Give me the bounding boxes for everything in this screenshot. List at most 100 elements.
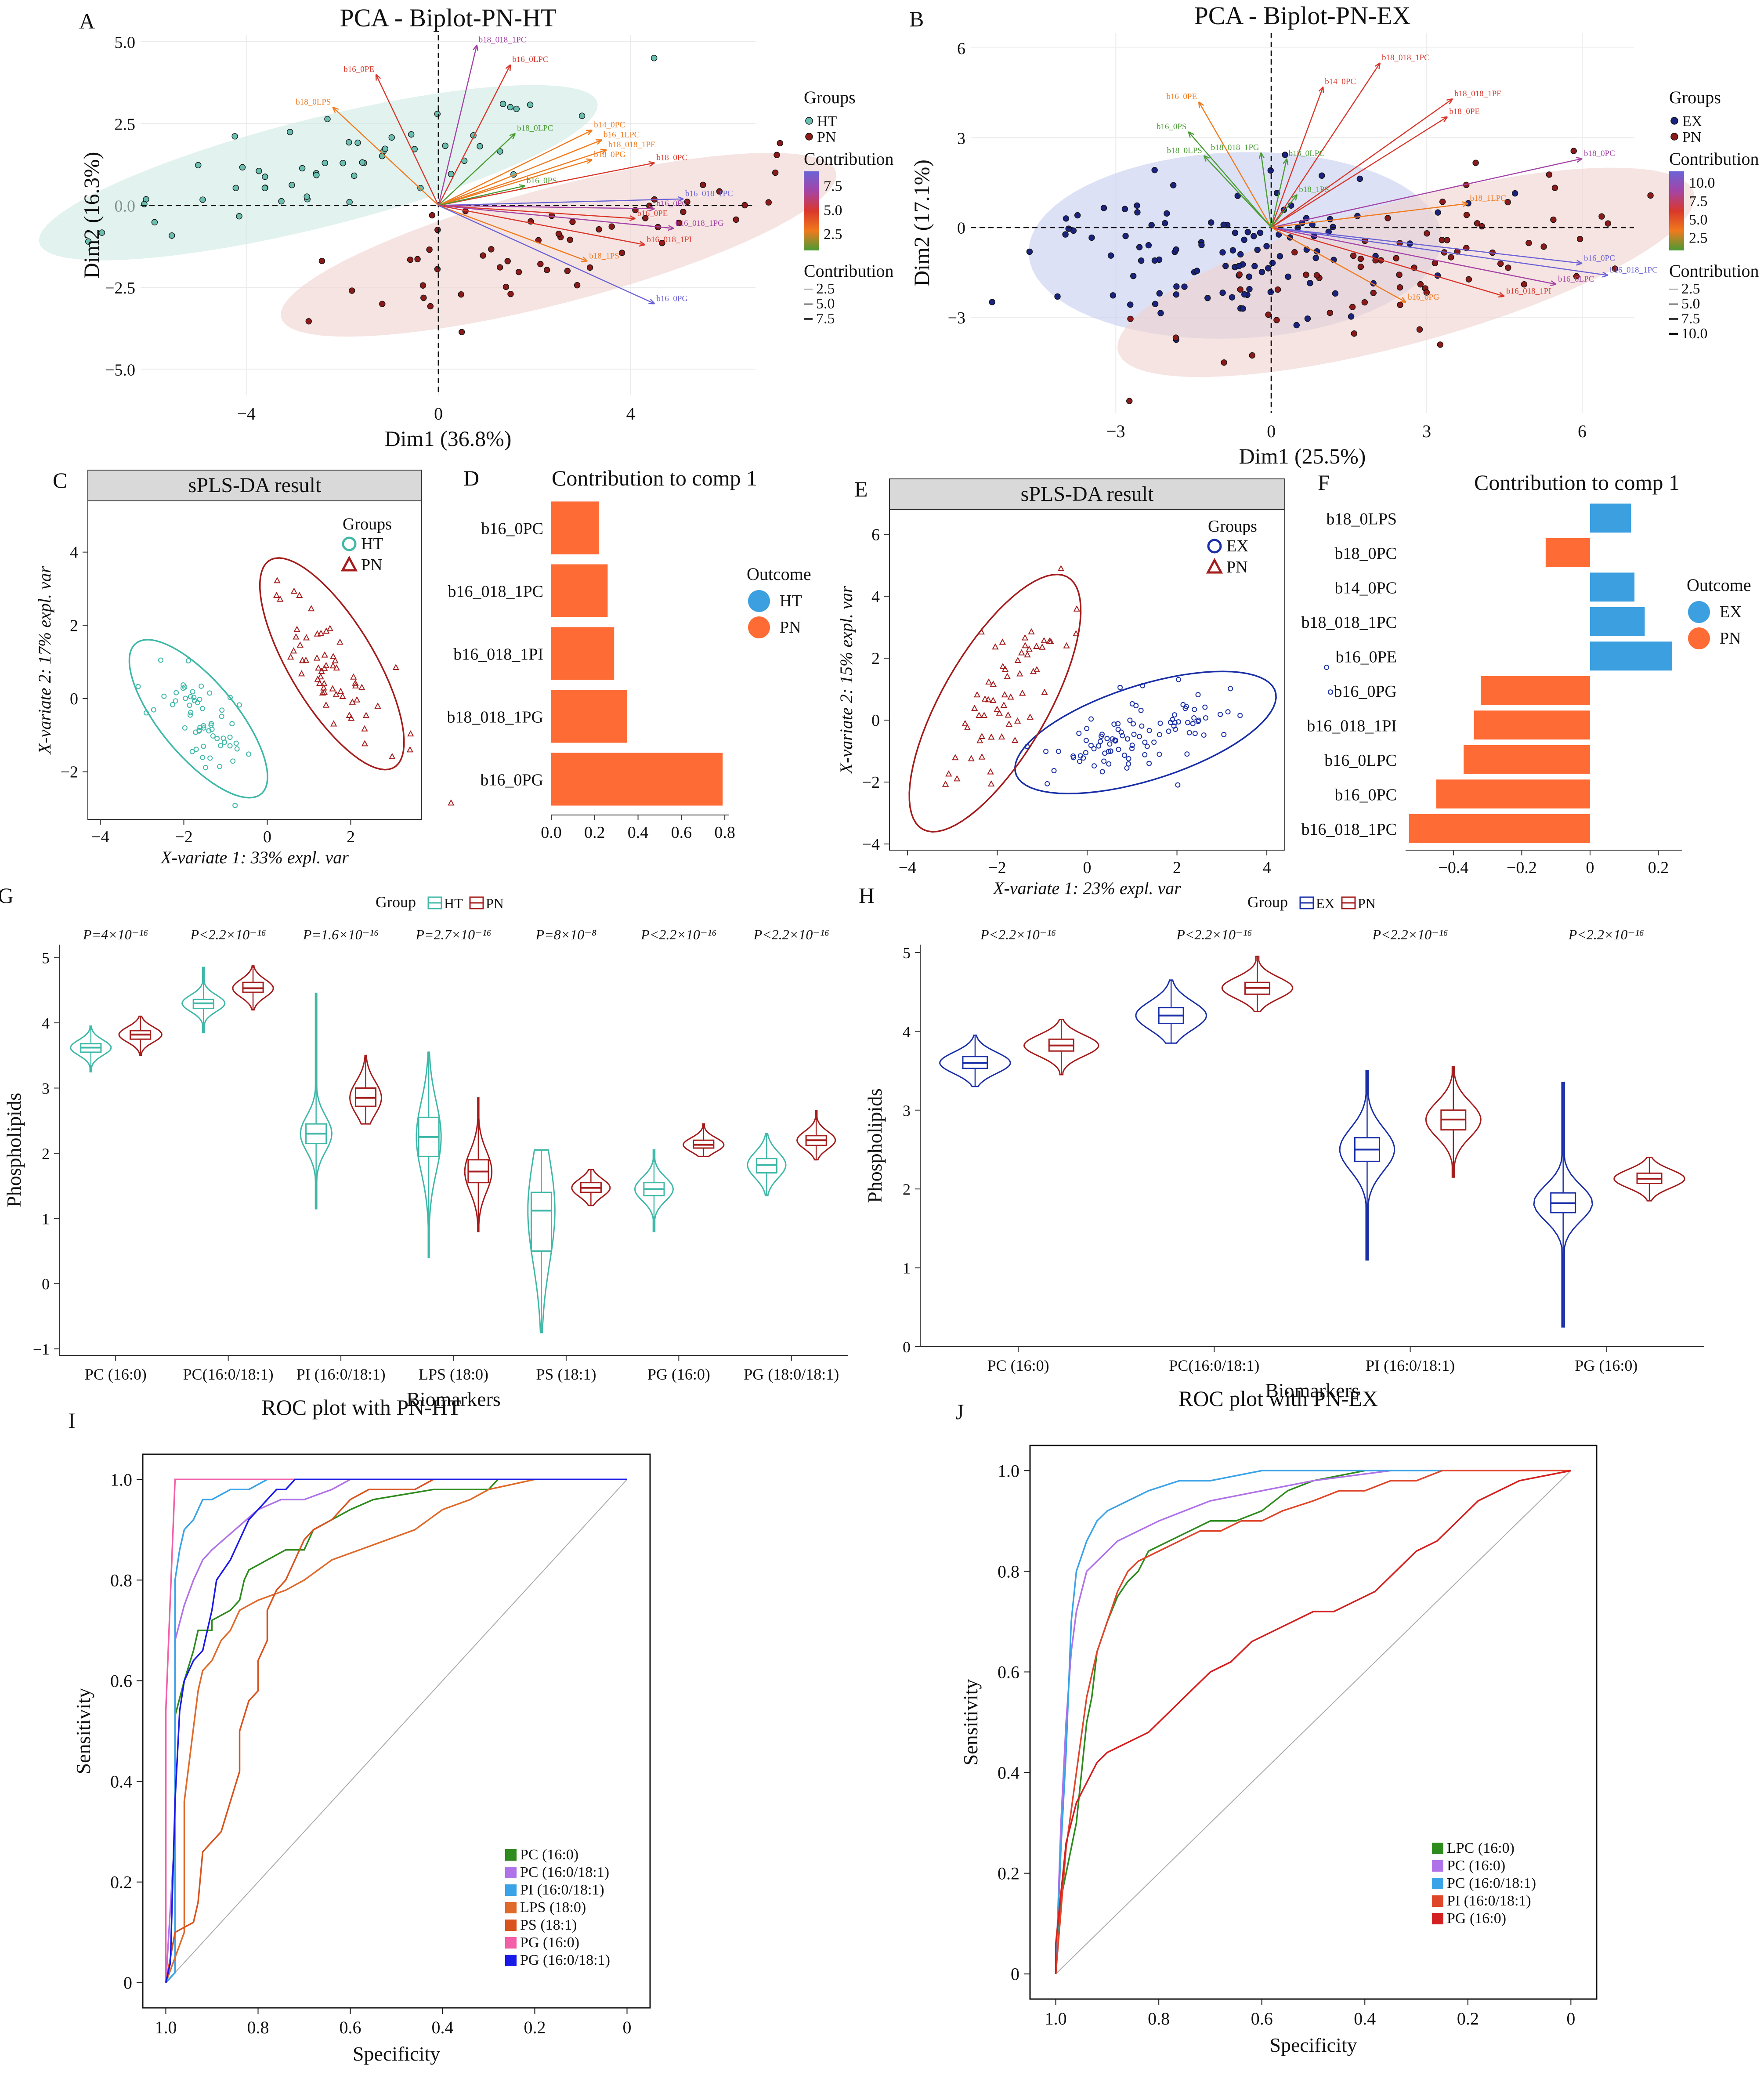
legend-label: HT (444, 895, 463, 911)
contribution-bar (1474, 710, 1590, 740)
legend-label: PS (18:1) (520, 1917, 577, 1933)
category-label: b16_0PC (1335, 786, 1397, 804)
legend-marker (340, 555, 358, 572)
data-point-ex (1146, 728, 1152, 733)
data-point-ex (1142, 752, 1148, 757)
data-point-pn (434, 227, 441, 233)
data-point-pn (329, 653, 337, 659)
roc-curve (1055, 1470, 1571, 1974)
category-label: b16_0PG (1334, 682, 1397, 701)
data-point-ex (1101, 758, 1107, 764)
data-point-pn (1546, 171, 1553, 178)
data-point-ht (98, 229, 105, 236)
panel-letter: D (463, 466, 479, 490)
x-tick-label: −4 (899, 858, 916, 877)
loading-arrow (1271, 98, 1453, 228)
p-value-label: P<2.2×10⁻¹⁶ (190, 927, 266, 942)
loading-arrowhead (1602, 272, 1609, 278)
data-point-ht (207, 755, 213, 761)
contribution-bar (551, 501, 599, 554)
data-point-ex (1088, 234, 1095, 241)
legend-label: PG (16:0) (1447, 1910, 1506, 1927)
data-point-pn (1005, 711, 1012, 718)
data-point-ht (237, 702, 242, 708)
legend-label: PN (486, 895, 504, 911)
p-value-label: P<2.2×10⁻¹⁶ (1176, 927, 1252, 942)
data-point-pn (352, 679, 359, 686)
data-point-ht (231, 133, 238, 140)
data-point-pn (347, 714, 355, 721)
legend-title: Outcome (747, 564, 811, 584)
legend-swatch (1432, 1878, 1443, 1889)
loading-arrow (438, 185, 525, 206)
data-point-pn (1396, 272, 1403, 278)
y-tick-label: −2.5 (105, 279, 135, 297)
loading-arrow (438, 159, 593, 206)
data-point-ex (1325, 228, 1332, 235)
data-point-ex (1136, 244, 1143, 250)
loading-arrowhead (648, 206, 655, 212)
legend-label: PN (1358, 895, 1376, 911)
loading-arrowhead (677, 196, 684, 202)
data-point-pn (596, 226, 602, 233)
data-point-ex (1110, 292, 1117, 299)
chart-title: ROC plot with PN-HT (261, 1395, 461, 1420)
data-point-ht (188, 710, 194, 715)
data-point-pn (318, 667, 325, 674)
data-point-ex (1099, 732, 1105, 737)
legend-marker (1670, 117, 1678, 125)
loading-arrow (1198, 101, 1272, 228)
data-point-ht (234, 746, 240, 752)
x-tick-label: −2 (175, 828, 192, 846)
legend-title: Outcome (1687, 575, 1751, 595)
data-point-pn (349, 287, 355, 294)
y-tick-label: −2 (61, 763, 78, 782)
loading-arrowhead (581, 256, 588, 262)
data-point-pn (1397, 301, 1403, 308)
data-point-ex (1181, 283, 1188, 290)
data-point-pn (1570, 148, 1577, 154)
contribution-bar (551, 753, 723, 806)
legend-label: PG (16:0/18:1) (520, 1952, 610, 1968)
data-point-pn (564, 268, 571, 274)
loading-arrowhead (1374, 62, 1381, 69)
data-point-ht (182, 725, 188, 731)
data-point-pn (321, 651, 328, 658)
data-point-ex (1228, 686, 1233, 692)
x-tick-label: 0 (263, 828, 271, 846)
data-point-ex (1063, 215, 1070, 222)
data-point-pn (1012, 736, 1019, 743)
x-tick-label: 0 (1586, 858, 1594, 877)
data-point-ht (170, 702, 175, 707)
x-axis-label: Biomarkers (1265, 1379, 1359, 1402)
legend-label: PC (16:0/18:1) (520, 1864, 609, 1880)
contribution-bar (1590, 607, 1645, 636)
legend-swatch (1688, 601, 1710, 623)
loading-arrow (1188, 131, 1272, 228)
data-point-ht (189, 749, 195, 754)
data-point-ex (1324, 664, 1330, 670)
confidence-ellipse-pn (259, 557, 405, 771)
legend-label: PG (16:0) (520, 1934, 579, 1951)
data-point-pn (968, 755, 975, 761)
confidence-ellipse-ex (1014, 670, 1277, 795)
data-point-ex (989, 299, 995, 305)
data-point-pn (496, 264, 503, 271)
box-pn (242, 982, 264, 993)
y-tick-label: 3 (903, 1102, 911, 1119)
loading-label: b16_0PE (343, 65, 374, 74)
data-point-pn (1073, 605, 1081, 612)
loading-arrow (1203, 155, 1272, 228)
y-tick-label: 2 (903, 1181, 911, 1198)
category-label: b18_018_1PC (1301, 613, 1397, 632)
loading-arrow (438, 162, 655, 206)
panel-letter: E (854, 477, 868, 501)
panel-i-roc-pn-ht: I ROC plot with PN-HT 1.0 0.8 0.6 0.4 0.2 0 0 0.2… (68, 1395, 651, 2065)
data-point-pn (1221, 359, 1227, 366)
y-tick-label: −2 (862, 773, 880, 792)
category-label: b16_0PC (481, 520, 543, 538)
loading-label: b18_0PE (1449, 107, 1480, 116)
data-point-pn (1357, 255, 1364, 262)
y-tick-label: 4 (42, 1014, 50, 1032)
